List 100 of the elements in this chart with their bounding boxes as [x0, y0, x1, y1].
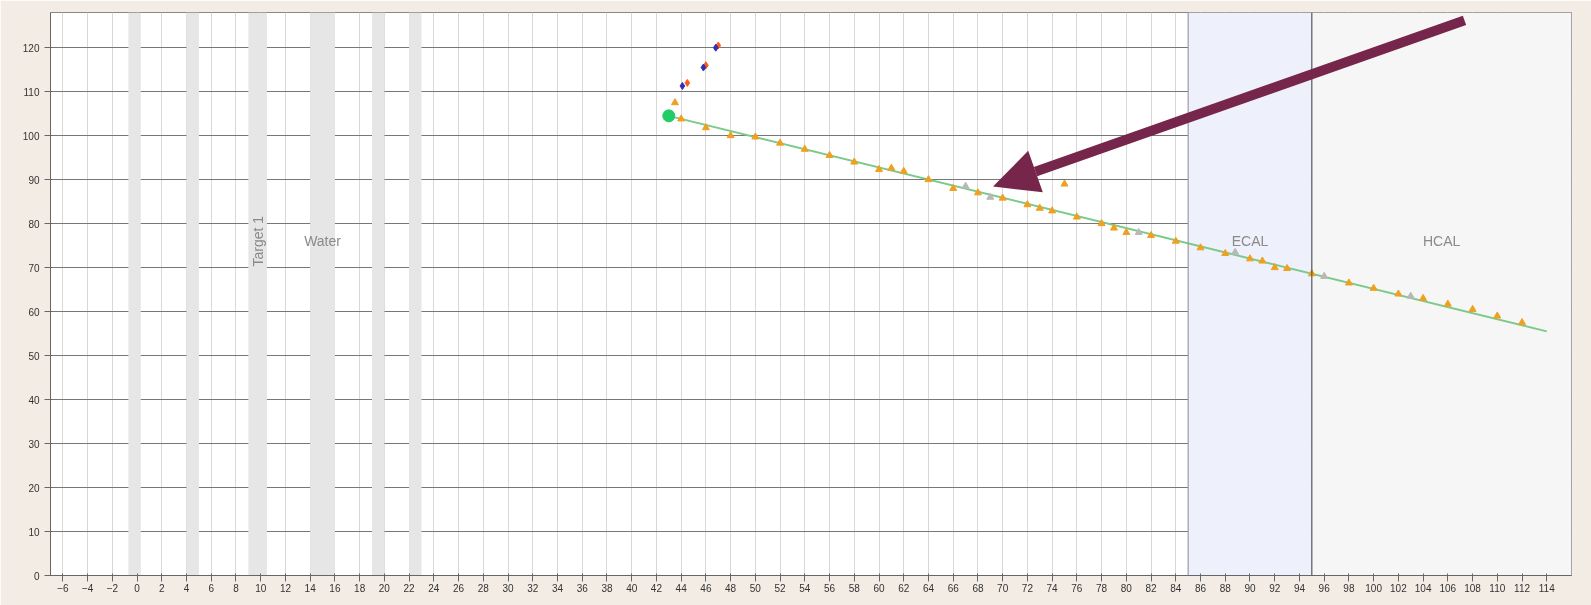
x-tick-label: 12: [279, 582, 292, 594]
band-label: Water: [304, 233, 342, 250]
point: [998, 193, 1007, 201]
x-tick-label: 108: [1464, 582, 1482, 594]
point: [662, 109, 676, 123]
x-tick-label: 80: [1120, 582, 1133, 594]
x-tick-label: 4: [183, 582, 190, 594]
point: [1283, 263, 1292, 272]
y-tick-label: 60: [28, 306, 40, 318]
point: [1097, 219, 1106, 227]
y-tick-label: 80: [28, 218, 40, 230]
x-tick-label: 40: [626, 582, 638, 594]
x-tick-label: 102: [1390, 582, 1408, 594]
x-tick-label: 22: [403, 582, 416, 594]
y-tick-label: 10: [28, 526, 40, 538]
point: [701, 123, 710, 131]
point: [924, 175, 933, 183]
x-tick-label: 98: [1343, 582, 1355, 594]
x-tick-label: 18: [354, 582, 366, 594]
x-tick-label: 94: [1293, 582, 1306, 594]
x-tick-label: 20: [378, 582, 391, 594]
x-tick-label: 50: [749, 582, 762, 594]
x-tick-label: 66: [947, 582, 960, 594]
point: [684, 78, 691, 87]
point: [973, 188, 982, 196]
x-tick-label: 36: [576, 582, 589, 594]
x-tick-label: 64: [922, 582, 935, 594]
x-tick-label: 106: [1439, 582, 1457, 594]
x-tick-label: 114: [1538, 582, 1556, 594]
y-tick-label: 30: [28, 438, 40, 450]
x-tick-label: 82: [1145, 582, 1158, 594]
x-tick-label: 32: [527, 582, 539, 594]
band-label: HCAL: [1422, 233, 1461, 250]
x-tick-label: 62: [898, 582, 910, 594]
x-tick-label: 24: [428, 582, 440, 594]
point: [1258, 256, 1267, 264]
x-tick-label: 6: [208, 582, 215, 594]
y-tick-label: 20: [28, 482, 40, 494]
x-tick-label: 110: [1489, 582, 1506, 594]
x-tick-label: 14: [304, 582, 317, 594]
point: [1406, 291, 1415, 299]
x-tick-label: 88: [1219, 582, 1232, 594]
point: [1147, 230, 1156, 239]
point: [961, 181, 970, 189]
x-tick-label: 34: [551, 582, 564, 594]
x-tick-label: 52: [774, 582, 787, 594]
point: [1518, 318, 1527, 326]
point: [850, 157, 859, 165]
x-tick-label: 30: [502, 582, 515, 594]
point: [1270, 263, 1279, 271]
y-tick-label: 100: [22, 130, 40, 142]
x-tick-label: 70: [997, 582, 1009, 594]
band-label: Target 1: [249, 215, 266, 267]
point: [1245, 254, 1254, 262]
point: [1072, 212, 1081, 220]
y-tick-label: 110: [23, 86, 40, 98]
y-tick-label: 40: [28, 394, 40, 406]
point: [887, 163, 896, 171]
point: [825, 150, 834, 158]
x-tick-label: 16: [329, 582, 341, 594]
point: [1320, 271, 1329, 279]
y-tick-label: 0: [33, 570, 40, 582]
point: [1023, 200, 1032, 208]
point: [1122, 227, 1131, 235]
x-tick-label: 86: [1194, 582, 1207, 594]
x-tick-label: 10: [255, 582, 267, 594]
point: [679, 81, 686, 90]
x-tick-label: 42: [650, 582, 663, 594]
x-tick-label: 28: [477, 582, 490, 594]
point: [726, 131, 735, 139]
x-tick-label: −2: [106, 582, 119, 594]
point: [1493, 311, 1502, 319]
x-tick-label: 46: [700, 582, 712, 594]
band-label: ECAL: [1231, 233, 1269, 250]
x-tick-label: 100: [1365, 582, 1383, 594]
x-tick-label: −4: [81, 582, 94, 594]
x-tick-label: 112: [1514, 582, 1531, 594]
x-tick-label: 76: [1071, 582, 1083, 594]
point: [751, 132, 760, 140]
y-tick-label: 120: [22, 42, 40, 54]
point: [1196, 243, 1205, 251]
point: [677, 114, 686, 122]
point: [1369, 283, 1378, 291]
point: [875, 164, 884, 173]
x-tick-label: 68: [972, 582, 984, 594]
point: [1171, 236, 1180, 244]
x-tick-label: −6: [57, 582, 70, 594]
point: [899, 166, 908, 174]
x-tick-label: 90: [1244, 582, 1256, 594]
point: [800, 144, 809, 152]
y-tick-label: 90: [28, 174, 40, 186]
x-tick-label: 60: [873, 582, 886, 594]
x-tick-label: 96: [1318, 582, 1331, 594]
point: [1048, 206, 1057, 214]
x-tick-label: 84: [1170, 582, 1182, 594]
point: [1344, 278, 1353, 286]
point: [1394, 289, 1403, 297]
x-tick-label: 72: [1021, 582, 1034, 594]
x-tick-label: 74: [1046, 582, 1059, 594]
x-tick-label: 48: [725, 582, 737, 594]
